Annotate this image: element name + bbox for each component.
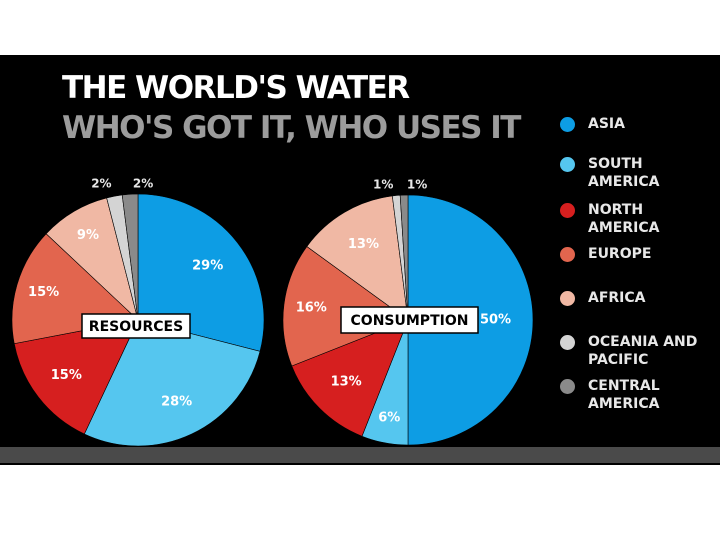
legend-label: SOUTH AMERICA [588, 156, 660, 190]
legend-label: CENTRAL AMERICA [588, 378, 660, 412]
data-label: 9% [77, 228, 99, 243]
data-label: 15% [51, 368, 82, 383]
pie-slice-south-america [83, 319, 261, 447]
data-label: 15% [28, 285, 59, 300]
legend-swatch [560, 291, 575, 306]
data-label: 13% [348, 237, 379, 252]
legend-swatch [560, 335, 575, 350]
data-label: 28% [161, 395, 192, 410]
pie-slice-central-america [399, 194, 409, 321]
legend-label: OCEANIA AND PACIFIC [588, 334, 698, 368]
pie-title-box [340, 306, 479, 334]
pie-title-box [81, 313, 191, 339]
pie-slice-africa [306, 195, 409, 321]
pie-title: CONSUMPTION [351, 313, 469, 329]
pie-title: RESOURCES [89, 319, 183, 335]
data-label: 50% [480, 313, 511, 328]
legend-label: ASIA [588, 116, 625, 132]
legend-swatch [560, 157, 575, 172]
legend-label: AFRICA [588, 290, 646, 306]
data-label: 1% [373, 178, 393, 192]
data-label: 16% [296, 300, 327, 315]
legend-swatch [560, 203, 575, 218]
data-label: 2% [91, 177, 111, 191]
infographic: THE WORLD'S WATER WHO'S GOT IT, WHO USES… [0, 55, 720, 465]
legend-swatch [560, 117, 575, 132]
data-label: 1% [407, 178, 427, 192]
data-label: 2% [133, 177, 153, 191]
pie-chart-consumption: 50% 6% 13% 16% 13% 1% 1% CONSUMPTION [282, 178, 534, 446]
pie-charts: 29% 28% 15% 15% 9% 2% 2% RESOURCES 50% 6% 13% 16% 13… [11, 177, 534, 447]
legend-label: NORTH AMERICA [588, 202, 660, 236]
pie-slice-north-america [291, 319, 409, 437]
chart-subtitle: WHO'S GOT IT, WHO USES IT [62, 110, 521, 146]
pie-slice-north-america [13, 319, 139, 435]
pie-chart-resources: 29% 28% 15% 15% 9% 2% 2% RESOURCES [11, 177, 265, 447]
bottom-band [0, 447, 720, 463]
data-label: 29% [192, 258, 223, 273]
legend-swatch [560, 247, 575, 262]
data-label: 6% [378, 411, 400, 426]
pie-slice-central-america [121, 193, 139, 321]
chart-title: THE WORLD'S WATER [62, 70, 410, 106]
data-label: 13% [331, 374, 362, 389]
legend-label: EUROPE [588, 246, 652, 262]
pie-slice-asia [137, 193, 265, 352]
legend-swatch [560, 379, 575, 394]
